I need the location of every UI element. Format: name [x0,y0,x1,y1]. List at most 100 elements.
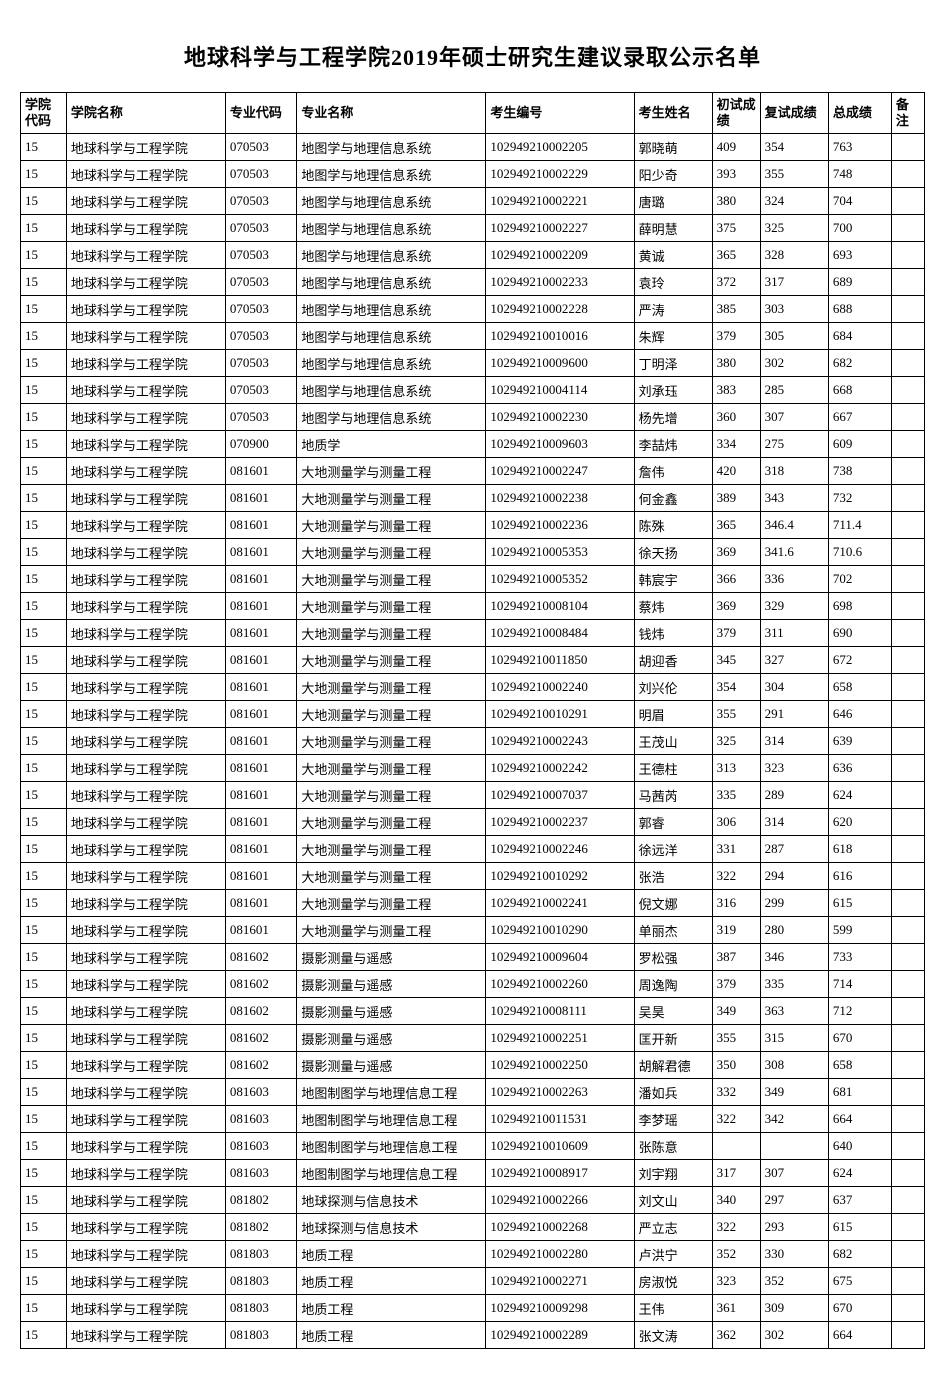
table-cell: 682 [828,350,891,377]
table-cell: 322 [712,863,760,890]
table-cell [891,431,924,458]
table-cell: 15 [21,647,67,674]
table-cell: 081601 [225,863,297,890]
table-cell [891,566,924,593]
table-cell: 081602 [225,998,297,1025]
table-cell: 738 [828,458,891,485]
header-student-name: 考生姓名 [634,93,712,134]
table-cell: 地球科学与工程学院 [66,1025,225,1052]
table-cell: 地球科学与工程学院 [66,998,225,1025]
table-cell: 大地测量学与测量工程 [297,593,486,620]
table-cell: 地球科学与工程学院 [66,377,225,404]
table-cell [891,161,924,188]
table-cell [891,269,924,296]
table-row: 15地球科学与工程学院070503地图学与地理信息系统1029492100022… [21,404,925,431]
table-row: 15地球科学与工程学院081803地质工程102949210002271房淑悦3… [21,1268,925,1295]
table-cell: 599 [828,917,891,944]
table-cell: 349 [760,1079,828,1106]
table-cell: 369 [712,593,760,620]
table-cell: 张陈意 [634,1133,712,1160]
table-cell: 102949210005353 [486,539,634,566]
table-cell: 307 [760,404,828,431]
table-cell: 房淑悦 [634,1268,712,1295]
table-cell: 大地测量学与测量工程 [297,728,486,755]
table-cell: 15 [21,377,67,404]
table-cell [891,350,924,377]
table-cell: 胡迎香 [634,647,712,674]
table-cell: 15 [21,593,67,620]
table-cell: 15 [21,431,67,458]
table-cell: 352 [712,1241,760,1268]
table-cell: 黄诚 [634,242,712,269]
table-cell: 胡解君德 [634,1052,712,1079]
table-cell: 336 [760,566,828,593]
table-cell: 355 [712,701,760,728]
table-cell: 070503 [225,134,297,161]
table-cell: 102949210002233 [486,269,634,296]
table-cell: 阳少奇 [634,161,712,188]
table-cell: 363 [760,998,828,1025]
table-cell: 081601 [225,701,297,728]
table-cell: 313 [712,755,760,782]
table-cell: 地球科学与工程学院 [66,269,225,296]
table-cell: 15 [21,134,67,161]
table-cell: 379 [712,620,760,647]
table-cell [891,674,924,701]
table-cell: 620 [828,809,891,836]
table-cell [891,809,924,836]
table-cell: 294 [760,863,828,890]
table-cell: 081601 [225,755,297,782]
table-cell: 15 [21,350,67,377]
table-cell: 322 [712,1214,760,1241]
table-cell: 102949210002266 [486,1187,634,1214]
table-cell: 081601 [225,620,297,647]
table-cell: 102949210002263 [486,1079,634,1106]
table-cell [891,296,924,323]
table-cell: 658 [828,1052,891,1079]
table-cell: 15 [21,782,67,809]
table-cell: 地球科学与工程学院 [66,161,225,188]
table-cell: 地球科学与工程学院 [66,1160,225,1187]
table-cell: 摄影测量与遥感 [297,1025,486,1052]
table-cell: 102949210008484 [486,620,634,647]
table-cell: 徐远洋 [634,836,712,863]
table-cell: 360 [712,404,760,431]
table-cell: 081601 [225,809,297,836]
table-cell: 钱炜 [634,620,712,647]
header-major-code: 专业代码 [225,93,297,134]
table-cell: 323 [712,1268,760,1295]
table-cell: 地球科学与工程学院 [66,215,225,242]
table-cell: 明眉 [634,701,712,728]
table-cell: 102949210007037 [486,782,634,809]
table-row: 15地球科学与工程学院081601大地测量学与测量工程1029492100102… [21,863,925,890]
table-cell: 285 [760,377,828,404]
table-cell: 102949210002240 [486,674,634,701]
table-cell: 地图学与地理信息系统 [297,296,486,323]
table-cell: 15 [21,674,67,701]
table-cell: 389 [712,485,760,512]
table-cell: 卢洪宁 [634,1241,712,1268]
table-cell: 地球科学与工程学院 [66,188,225,215]
table-cell: 070503 [225,377,297,404]
table-header-row: 学院代码 学院名称 专业代码 专业名称 考生编号 考生姓名 初试成绩 复试成绩 … [21,93,925,134]
table-cell: 704 [828,188,891,215]
table-cell: 地球科学与工程学院 [66,431,225,458]
table-cell [891,1079,924,1106]
table-cell: 刘文山 [634,1187,712,1214]
table-cell: 地球科学与工程学院 [66,350,225,377]
table-cell: 张文涛 [634,1322,712,1349]
table-row: 15地球科学与工程学院081802地球探测与信息技术10294921000226… [21,1187,925,1214]
table-cell: 102949210002221 [486,188,634,215]
table-cell: 张浩 [634,863,712,890]
table-cell: 315 [760,1025,828,1052]
table-cell [891,1133,924,1160]
table-cell: 297 [760,1187,828,1214]
table-cell: 摄影测量与遥感 [297,998,486,1025]
table-cell: 308 [760,1052,828,1079]
table-cell [891,1187,924,1214]
table-row: 15地球科学与工程学院081601大地测量学与测量工程1029492100022… [21,674,925,701]
table-cell [891,917,924,944]
table-cell: 102949210002268 [486,1214,634,1241]
table-cell [891,1214,924,1241]
table-cell: 102949210002260 [486,971,634,998]
